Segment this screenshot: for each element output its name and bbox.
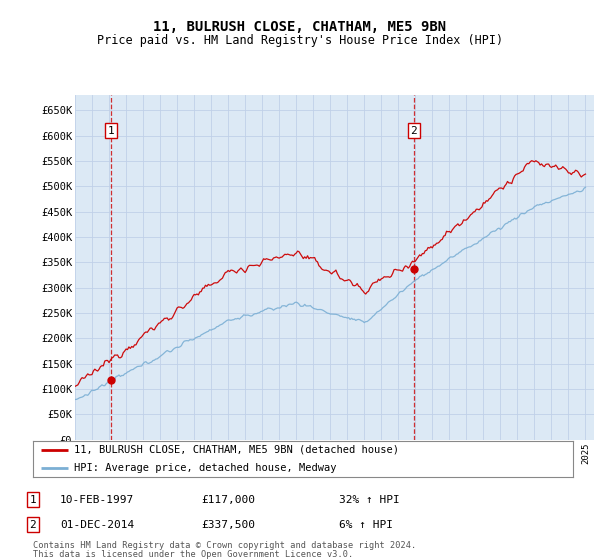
Text: 1: 1 (107, 125, 114, 136)
Text: £337,500: £337,500 (201, 520, 255, 530)
Text: 2: 2 (29, 520, 37, 530)
Text: Price paid vs. HM Land Registry's House Price Index (HPI): Price paid vs. HM Land Registry's House … (97, 34, 503, 47)
Text: Contains HM Land Registry data © Crown copyright and database right 2024.: Contains HM Land Registry data © Crown c… (33, 541, 416, 550)
Text: This data is licensed under the Open Government Licence v3.0.: This data is licensed under the Open Gov… (33, 550, 353, 559)
Text: 2: 2 (410, 125, 418, 136)
Text: 6% ↑ HPI: 6% ↑ HPI (339, 520, 393, 530)
Text: 1: 1 (29, 494, 37, 505)
Text: 11, BULRUSH CLOSE, CHATHAM, ME5 9BN: 11, BULRUSH CLOSE, CHATHAM, ME5 9BN (154, 20, 446, 34)
Text: 32% ↑ HPI: 32% ↑ HPI (339, 494, 400, 505)
Text: 01-DEC-2014: 01-DEC-2014 (60, 520, 134, 530)
Text: HPI: Average price, detached house, Medway: HPI: Average price, detached house, Medw… (74, 463, 336, 473)
Text: £117,000: £117,000 (201, 494, 255, 505)
Text: 10-FEB-1997: 10-FEB-1997 (60, 494, 134, 505)
Text: 11, BULRUSH CLOSE, CHATHAM, ME5 9BN (detached house): 11, BULRUSH CLOSE, CHATHAM, ME5 9BN (det… (74, 445, 398, 455)
